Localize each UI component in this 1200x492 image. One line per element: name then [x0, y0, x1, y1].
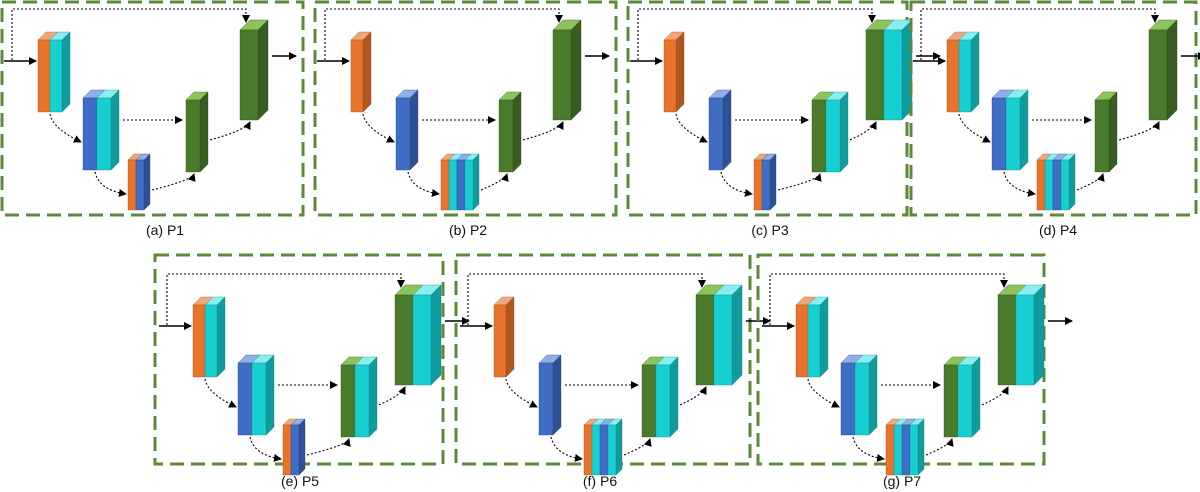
decoder-2-layer-2 — [354, 356, 378, 438]
decoder-1-layer-2 — [883, 19, 913, 121]
decoder-2-layer-2 — [825, 91, 849, 173]
bottleneck-layer-4 — [1060, 153, 1076, 211]
up-arrow-1 — [1076, 173, 1105, 191]
encoder-1-layer-1 — [663, 31, 685, 113]
down-arrow-1 — [49, 113, 82, 143]
panel-frame — [909, 0, 1198, 217]
skip-connection-top — [920, 8, 1159, 60]
encoder-2-layer-1 — [708, 89, 732, 171]
bottleneck-layer-2 — [290, 418, 306, 476]
up-arrow-2 — [981, 386, 1009, 406]
panel-frame — [454, 253, 752, 466]
caption-p2: (b) P2 — [449, 222, 487, 238]
encoder-2-layer-2 — [854, 354, 878, 436]
bottleneck-layer-4 — [909, 418, 925, 476]
down-arrow-2 — [720, 171, 753, 197]
skip-connection-top — [324, 8, 563, 60]
down-arrow-2 — [249, 436, 282, 462]
skip-connection-top — [637, 8, 876, 60]
caption-p5: (e) P5 — [281, 473, 319, 489]
panel-p2 — [313, 0, 618, 217]
up-arrow-2 — [522, 121, 564, 141]
encoder-1-layer-2 — [204, 296, 226, 378]
up-arrow-2 — [679, 386, 707, 406]
up-arrow-1 — [623, 438, 652, 456]
encoder-2-layer-2 — [96, 89, 120, 171]
skip-connection-top — [166, 273, 405, 325]
encoder-1-layer-2 — [49, 31, 71, 113]
panel-p5 — [153, 253, 470, 476]
panel-p7 — [756, 253, 1073, 476]
caption-p4: (d) P4 — [1039, 222, 1077, 238]
up-arrow-1 — [480, 173, 509, 191]
encoder-1-layer-2 — [807, 296, 829, 378]
down-arrow-1 — [204, 378, 237, 408]
panel-p1 — [0, 0, 305, 217]
encoder-2-layer-2 — [251, 354, 275, 436]
decoder-1-layer-2 — [713, 284, 743, 386]
down-arrow-1 — [505, 378, 538, 408]
decoder-1-layer-1 — [1148, 19, 1178, 121]
caption-p3: (c) P3 — [751, 222, 789, 238]
bottleneck-layer-4 — [464, 153, 480, 211]
decoder-2-layer-2 — [957, 356, 981, 438]
skip-connection-top — [467, 273, 706, 325]
encoder-1-layer-1 — [350, 31, 372, 113]
up-arrow-2 — [209, 121, 251, 141]
down-arrow-1 — [675, 113, 708, 143]
up-arrow-1 — [306, 438, 351, 456]
up-arrow-2 — [849, 121, 877, 141]
caption-p1: (a) P1 — [146, 222, 184, 238]
up-arrow-2 — [378, 386, 406, 406]
up-arrow-2 — [1118, 121, 1160, 141]
down-arrow-2 — [852, 436, 885, 462]
decoder-1-layer-2 — [412, 284, 442, 386]
encoder-1-layer-2 — [958, 31, 980, 113]
skip-connection-top — [769, 273, 1008, 325]
caption-p6: (f) P6 — [583, 473, 617, 489]
down-arrow-1 — [362, 113, 395, 143]
bottleneck-layer-2 — [135, 153, 151, 211]
bottleneck-layer-2 — [761, 153, 777, 211]
encoder-2-layer-2 — [1005, 89, 1029, 171]
encoder-1-layer-1 — [493, 296, 515, 378]
down-arrow-2 — [407, 171, 440, 197]
up-arrow-1 — [777, 173, 822, 191]
bottleneck-layer-4 — [607, 418, 623, 476]
panel-p3 — [626, 0, 941, 217]
down-arrow-1 — [807, 378, 840, 408]
decoder-2-layer-1 — [1094, 91, 1118, 173]
panel-frame — [313, 0, 618, 217]
panel-frame — [0, 0, 305, 217]
decoder-1-layer-1 — [552, 19, 582, 121]
decoder-1-layer-2 — [1015, 284, 1045, 386]
up-arrow-1 — [151, 173, 196, 191]
down-arrow-2 — [550, 436, 583, 462]
up-arrow-1 — [925, 438, 954, 456]
decoder-2-layer-1 — [185, 91, 209, 173]
down-arrow-2 — [1003, 171, 1036, 197]
encoder-2-layer-1 — [395, 89, 419, 171]
panel-p6 — [454, 253, 771, 476]
encoder-2-layer-1 — [538, 354, 562, 436]
decoder-2-layer-2 — [655, 356, 679, 438]
caption-p7: (g) P7 — [883, 473, 921, 489]
decoder-1-layer-1 — [239, 19, 269, 121]
down-arrow-2 — [94, 171, 127, 197]
panel-p4 — [909, 0, 1200, 217]
skip-connection-top — [11, 8, 250, 60]
decoder-2-layer-1 — [498, 91, 522, 173]
down-arrow-1 — [958, 113, 991, 143]
